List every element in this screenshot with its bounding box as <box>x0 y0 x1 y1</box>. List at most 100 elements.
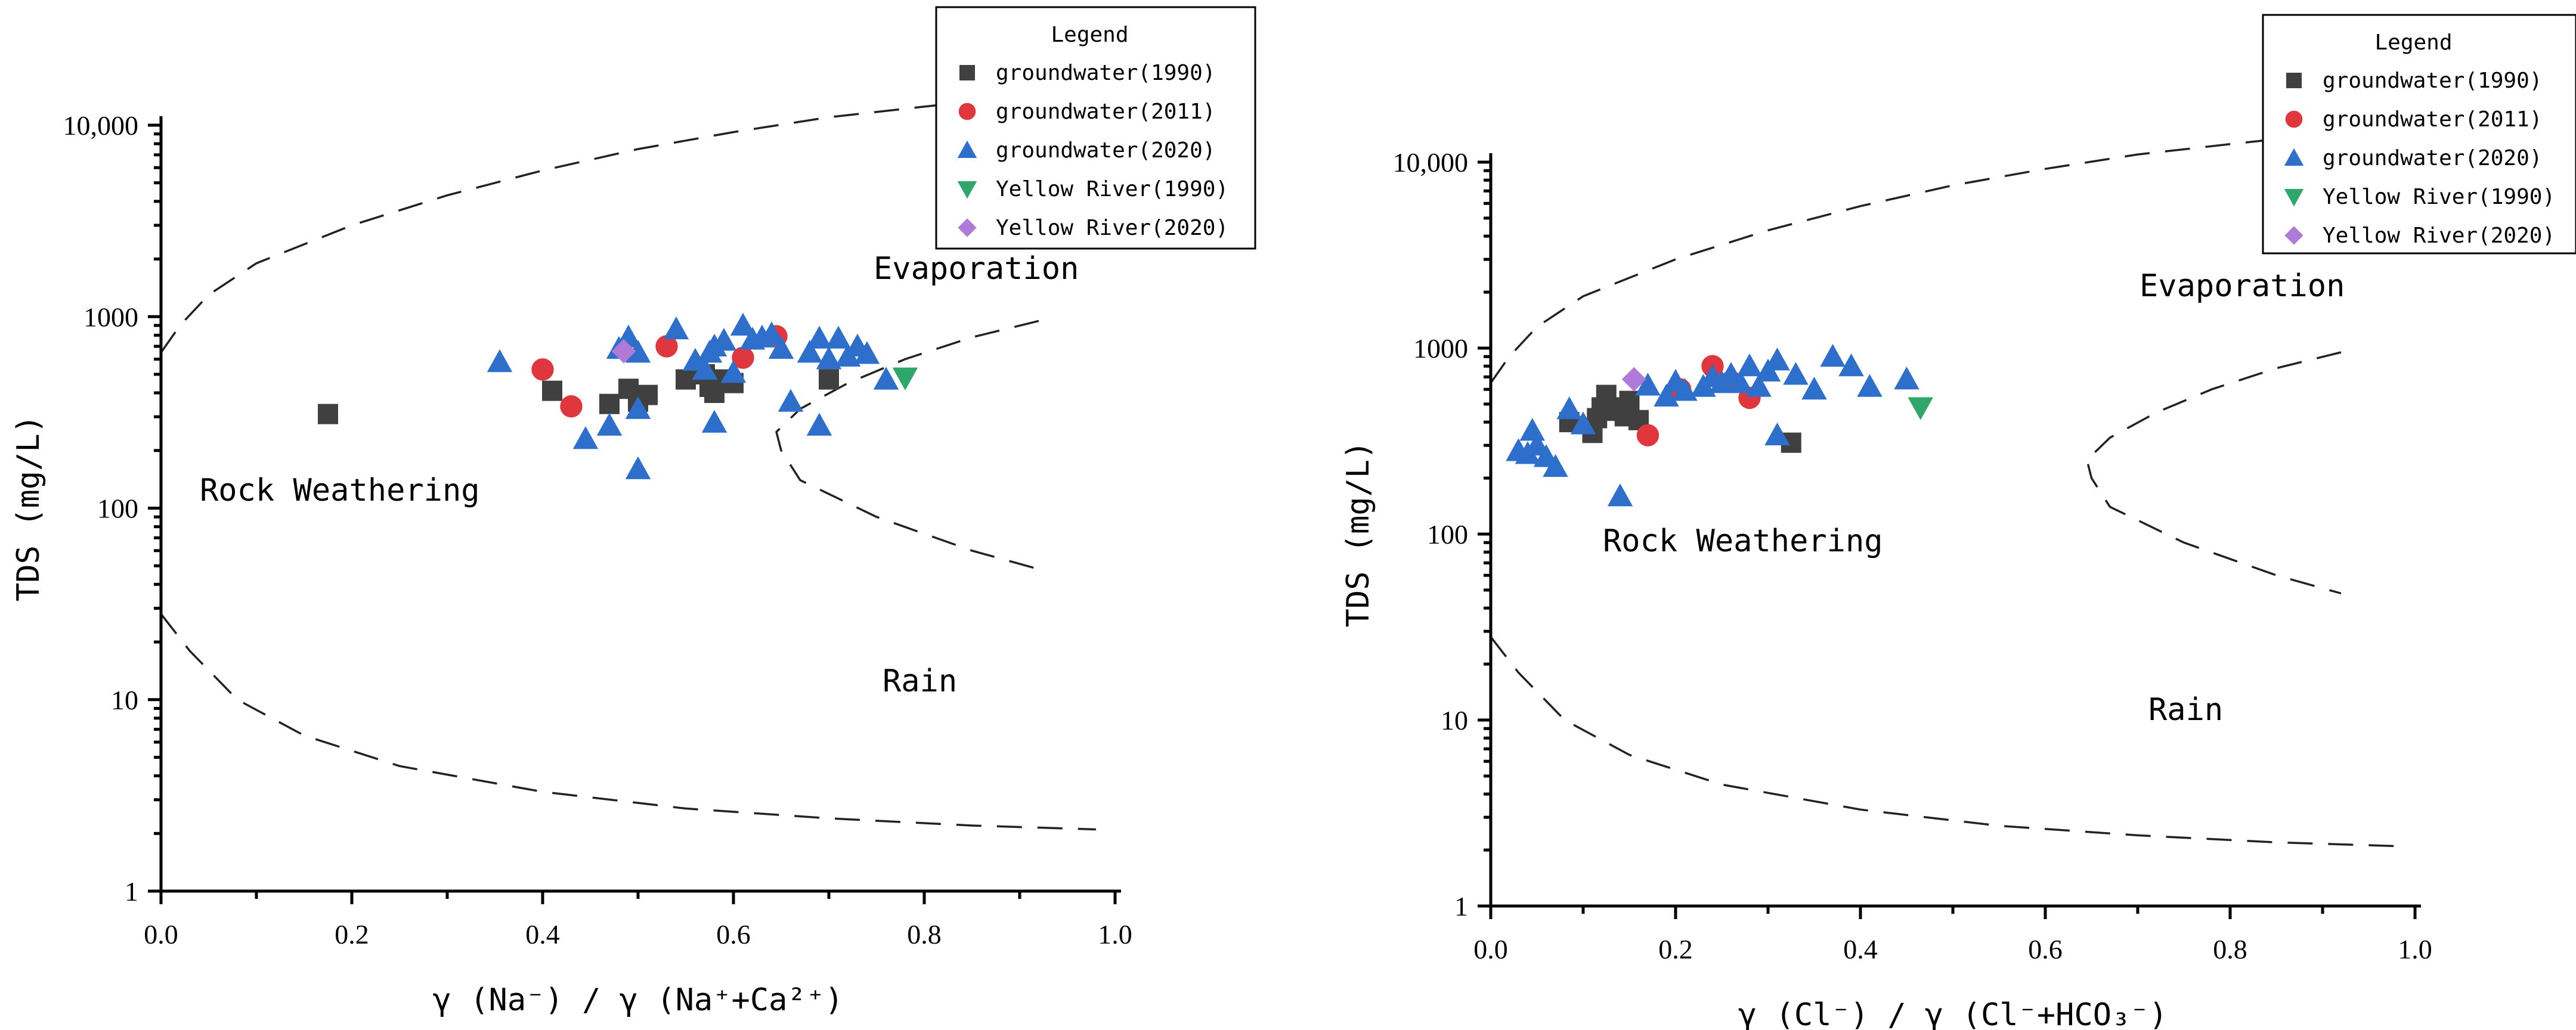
envelope-upper-curve <box>161 100 973 353</box>
yellow-river-1990-point <box>892 367 918 390</box>
evaporation-label: Evaporation <box>2140 268 2345 304</box>
groundwater-2020-point <box>1607 483 1633 507</box>
yellow-river-1990-point <box>1908 397 1933 420</box>
data-points <box>1506 344 1933 507</box>
groundwater-2020-point <box>572 426 599 449</box>
legend-groundwater-1990-label: groundwater(1990) <box>996 61 1215 85</box>
groundwater-2020-point <box>720 359 747 383</box>
legend-groundwater-1990-marker <box>959 65 975 80</box>
groundwater-2020-point <box>1635 373 1661 396</box>
y-tick-label: 100 <box>1427 519 1468 550</box>
x-tick-label: 0.6 <box>716 919 751 950</box>
rock-weathering-label: Rock Weathering <box>200 473 480 508</box>
groundwater-2020-point <box>816 346 842 370</box>
rain-label: Rain <box>883 663 957 699</box>
groundwater-2020-point <box>768 336 794 359</box>
right-chart-panel: 0.0 0.2 0.4 0.6 0.8 1.0 1 10 100 1000 10,000 γ (Cl⁻… <box>1340 14 2576 1030</box>
legend-yellow-river-1990-label: Yellow River(1990) <box>996 177 1228 201</box>
x-tick-label: 0.4 <box>525 919 560 950</box>
groundwater-2020-point <box>1519 418 1545 441</box>
groundwater-2020-point <box>1727 370 1753 393</box>
gibbs-envelope <box>1491 138 2397 848</box>
groundwater-2011-point <box>560 395 583 418</box>
groundwater-2020-point <box>806 412 832 436</box>
groundwater-2020-point <box>711 328 737 351</box>
envelope-evap-inner-curve <box>2085 351 2342 595</box>
groundwater-2020-point <box>1857 374 1883 397</box>
legend-groundwater-2011-marker <box>958 103 976 120</box>
legend-yellow-river-1990-label: Yellow River(1990) <box>2323 185 2555 209</box>
legend-yellow-river-2020-marker <box>958 218 977 237</box>
x-axis-title: γ (Na⁻) / γ (Na⁺+Ca²⁺) <box>433 982 844 1018</box>
legend-groundwater-2020-label: groundwater(2020) <box>2323 146 2542 170</box>
legend-groundwater-1990-marker <box>2286 73 2302 88</box>
groundwater-2020-point <box>1746 374 1772 397</box>
data-points <box>318 312 918 479</box>
y-tick-label: 1 <box>1454 891 1468 922</box>
groundwater-2020-point <box>487 349 513 373</box>
groundwater-2020-point <box>778 389 804 412</box>
groundwater-1990-point <box>699 376 720 397</box>
x-tick-label: 0.0 <box>1473 934 1508 964</box>
groundwater-2011-point <box>732 346 754 369</box>
legend-groundwater-2011-label: groundwater(2011) <box>2323 107 2542 132</box>
y-tick-label: 10 <box>1441 705 1468 736</box>
x-axis-title: γ (Cl⁻) / γ (Cl⁻+HCO₃⁻) <box>1738 997 2168 1030</box>
groundwater-2020-point <box>1556 396 1582 420</box>
x-tick-label: 0.0 <box>144 919 178 950</box>
yellow-river-2020-point <box>1621 367 1646 392</box>
groundwater-2020-point <box>1801 376 1827 400</box>
groundwater-2020-point <box>596 412 623 436</box>
groundwater-2020-point <box>625 396 651 419</box>
x-tick-label: 0.4 <box>1843 934 1878 964</box>
legend-groundwater-2020-marker <box>2284 148 2304 166</box>
groundwater-2011-point <box>1636 424 1659 446</box>
y-tick-label: 100 <box>97 494 138 524</box>
groundwater-2020-point <box>1570 411 1596 435</box>
x-tick-label: 0.2 <box>1658 934 1693 964</box>
groundwater-2020-point <box>701 409 727 433</box>
x-tick-label: 1.0 <box>1098 919 1132 950</box>
x-tick-label: 0.8 <box>907 919 942 950</box>
legend-groundwater-2020-marker <box>957 140 977 158</box>
legend: Legend groundwater(1990) groundwater(2011)… <box>935 6 1256 250</box>
x-tick-label: 0.8 <box>2213 934 2247 964</box>
legend-groundwater-2011-marker <box>2285 110 2303 128</box>
groundwater-2020-point <box>692 356 718 380</box>
groundwater-1990-point <box>542 380 562 401</box>
y-tick-label: 10 <box>111 685 138 715</box>
groundwater-2020-point <box>1736 353 1763 377</box>
groundwater-2020-point <box>1764 348 1790 371</box>
groundwater-2020-point <box>806 325 832 349</box>
legend-title: Legend <box>2374 30 2452 55</box>
legend-yellow-river-2020-marker <box>2284 226 2303 245</box>
legend-yellow-river-2020-label: Yellow River(2020) <box>2323 224 2555 248</box>
y-axis-title: TDS (mg/L) <box>1340 440 1376 627</box>
legend-groundwater-2020-label: groundwater(2020) <box>996 138 1215 163</box>
groundwater-1990-point <box>819 369 839 390</box>
groundwater-2020-point <box>663 317 689 340</box>
y-tick-label: 10,000 <box>63 110 139 141</box>
x-tick-label: 0.6 <box>2028 934 2063 964</box>
groundwater-2020-point <box>825 325 852 349</box>
groundwater-2011-point <box>531 358 554 381</box>
y-axis-title: TDS (mg/L) <box>11 415 47 601</box>
groundwater-1990-point <box>318 404 338 424</box>
x-tick-label: 0.2 <box>335 919 369 950</box>
gibbs-envelope <box>161 100 1097 831</box>
groundwater-2020-point <box>797 340 823 363</box>
legend-groundwater-2011-label: groundwater(2011) <box>996 100 1215 124</box>
rock-weathering-label: Rock Weathering <box>1603 523 1883 559</box>
groundwater-2020-point <box>1894 367 1919 390</box>
rain-label: Rain <box>2148 692 2223 728</box>
y-tick-label: 1 <box>125 876 138 907</box>
envelope-lower-curve <box>1491 636 2397 848</box>
groundwater-1990-point <box>599 393 620 414</box>
groundwater-2020-point <box>1672 378 1698 401</box>
envelope-lower-curve <box>161 613 1097 831</box>
groundwater-2020-point <box>625 340 651 363</box>
y-tick-label: 1000 <box>1413 333 1468 364</box>
groundwater-2020-point <box>873 367 899 390</box>
groundwater-2020-point <box>758 321 785 345</box>
